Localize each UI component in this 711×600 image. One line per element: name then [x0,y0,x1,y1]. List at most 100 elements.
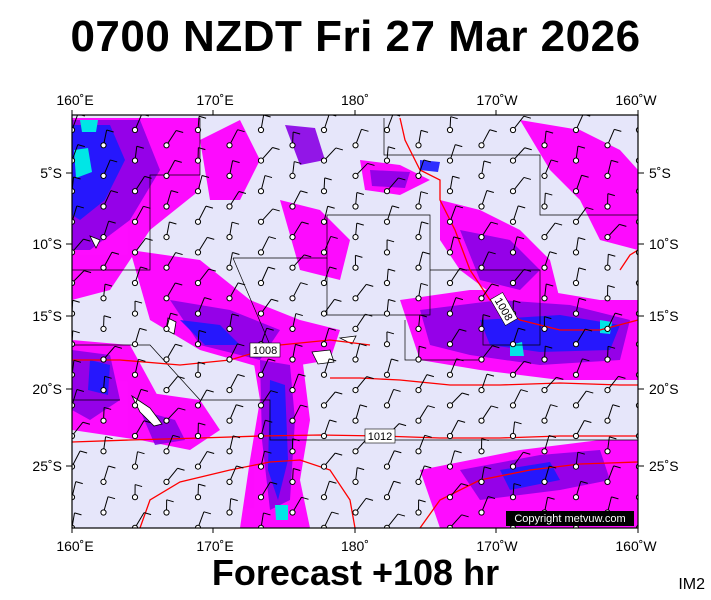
wind-barb-feather [455,297,464,301]
wind-barb-station [478,387,485,394]
wind-barb-station [572,371,580,378]
wind-barb-staff [639,329,643,345]
wind-barb-station [289,387,296,394]
wind-barb-feather [272,147,280,150]
wind-barb-station [572,310,580,317]
wind-barb-feather [237,129,245,133]
wind-barb-station [478,325,485,332]
wind-barb-feather [513,300,521,304]
wind-barb-feather [577,145,586,149]
bottom-longitude-labels: 160˚E 170˚E 180˚ 170˚W 160˚W [56,538,657,554]
wind-barb-feather [611,496,619,500]
wind-barb-feather [359,343,367,347]
wind-barb-station [257,371,265,378]
isobar-label-1012: 1012 [368,431,392,443]
wind-barb-feather [607,193,615,197]
wind-barb-station [257,249,265,256]
wind-barb-station [194,341,202,348]
wind-barb-feather [208,268,216,272]
wind-barb-feather [79,450,88,454]
wind-barb-feather [639,270,646,272]
wind-barb-station [131,157,139,164]
isobar-label-1008-west: 1008 [253,345,277,357]
wind-barb-feather [513,483,522,487]
wind-barb-feather [420,191,429,195]
wind-barb-station [100,448,107,455]
wind-barb-feather [523,115,531,119]
wind-barb-station [478,142,485,149]
wind-barb-feather [523,268,532,272]
wind-barb-station [163,387,170,394]
lat-label-right: 15˚S [649,308,679,324]
wind-barb-station [509,249,517,256]
wind-barb-station [635,310,638,317]
wind-barb-station [415,264,422,271]
wind-barb-station [415,356,422,363]
wind-barb-station [383,494,391,501]
wind-barb-station [289,325,296,332]
wind-barb-feather [456,358,464,362]
wind-barb-feather [105,436,113,440]
wind-barb-station [320,249,328,256]
wind-barb-feather [524,147,532,151]
wind-barb-station [478,356,485,363]
wind-barb-station [320,310,328,317]
wind-barb-station [289,142,296,149]
wind-barb-feather [644,206,651,208]
lat-label-right: 20˚S [649,381,679,397]
wind-barb-feather [393,388,401,392]
wind-barb-feather [272,208,280,212]
wind-barb-feather [419,314,427,318]
wind-barb-feather [607,285,615,289]
wind-barb-staff [639,206,644,222]
wind-barb-feather [550,159,559,163]
lon-label-bottom: 180˚ [341,538,369,554]
wind-barb-feather [514,421,522,425]
wind-barb-feather [335,147,343,151]
wind-barb-station [635,433,638,439]
wind-barb-feather [198,147,206,151]
wind-barb-feather [108,220,116,224]
wind-barb-feather [201,175,210,179]
wind-barb-staff [639,176,642,191]
wind-barb-feather [361,128,369,132]
wind-barb-feather [236,465,244,469]
wind-barb-feather [452,175,460,179]
wind-barb-feather [76,389,85,392]
wind-barb-feather [171,190,179,194]
wind-barb-station [604,172,611,179]
wind-barb-feather [418,499,426,503]
wind-barb-feather [393,480,401,484]
wind-barb-feather [266,327,274,331]
wind-barb-station [541,295,548,302]
wind-barb-feather [111,251,120,255]
wind-barb-station [194,126,202,134]
wind-barb-station [320,371,328,378]
wind-barb-feather [365,313,373,317]
wind-barb-station [446,341,454,348]
wind-barb-station [320,432,328,440]
wind-barb-feather [518,327,526,331]
wind-barb-station [415,142,422,149]
wind-barb-feather [104,375,112,379]
wind-barb-feather [578,237,586,241]
wind-barb-feather [609,436,617,440]
wind-barb-feather [237,374,245,377]
wind-barb-station [289,234,296,241]
wind-barb-station [194,218,202,225]
wind-barb-station [635,249,638,256]
wind-barb-feather [547,496,555,500]
wind-barb-feather [424,434,432,438]
wind-barb-feather [335,391,343,395]
wind-barb-feather [608,253,616,257]
wind-barb-station [352,325,359,332]
wind-barb-station [572,494,580,501]
wind-barb-feather [584,420,592,423]
wind-barb-station [415,295,422,302]
wind-barb-station [478,509,485,516]
wind-barb-feather [268,236,277,240]
wind-barb-station [352,356,359,363]
wind-barb-feather [230,498,238,502]
wind-barb-station [352,478,359,485]
wind-barb-feather [420,282,429,286]
